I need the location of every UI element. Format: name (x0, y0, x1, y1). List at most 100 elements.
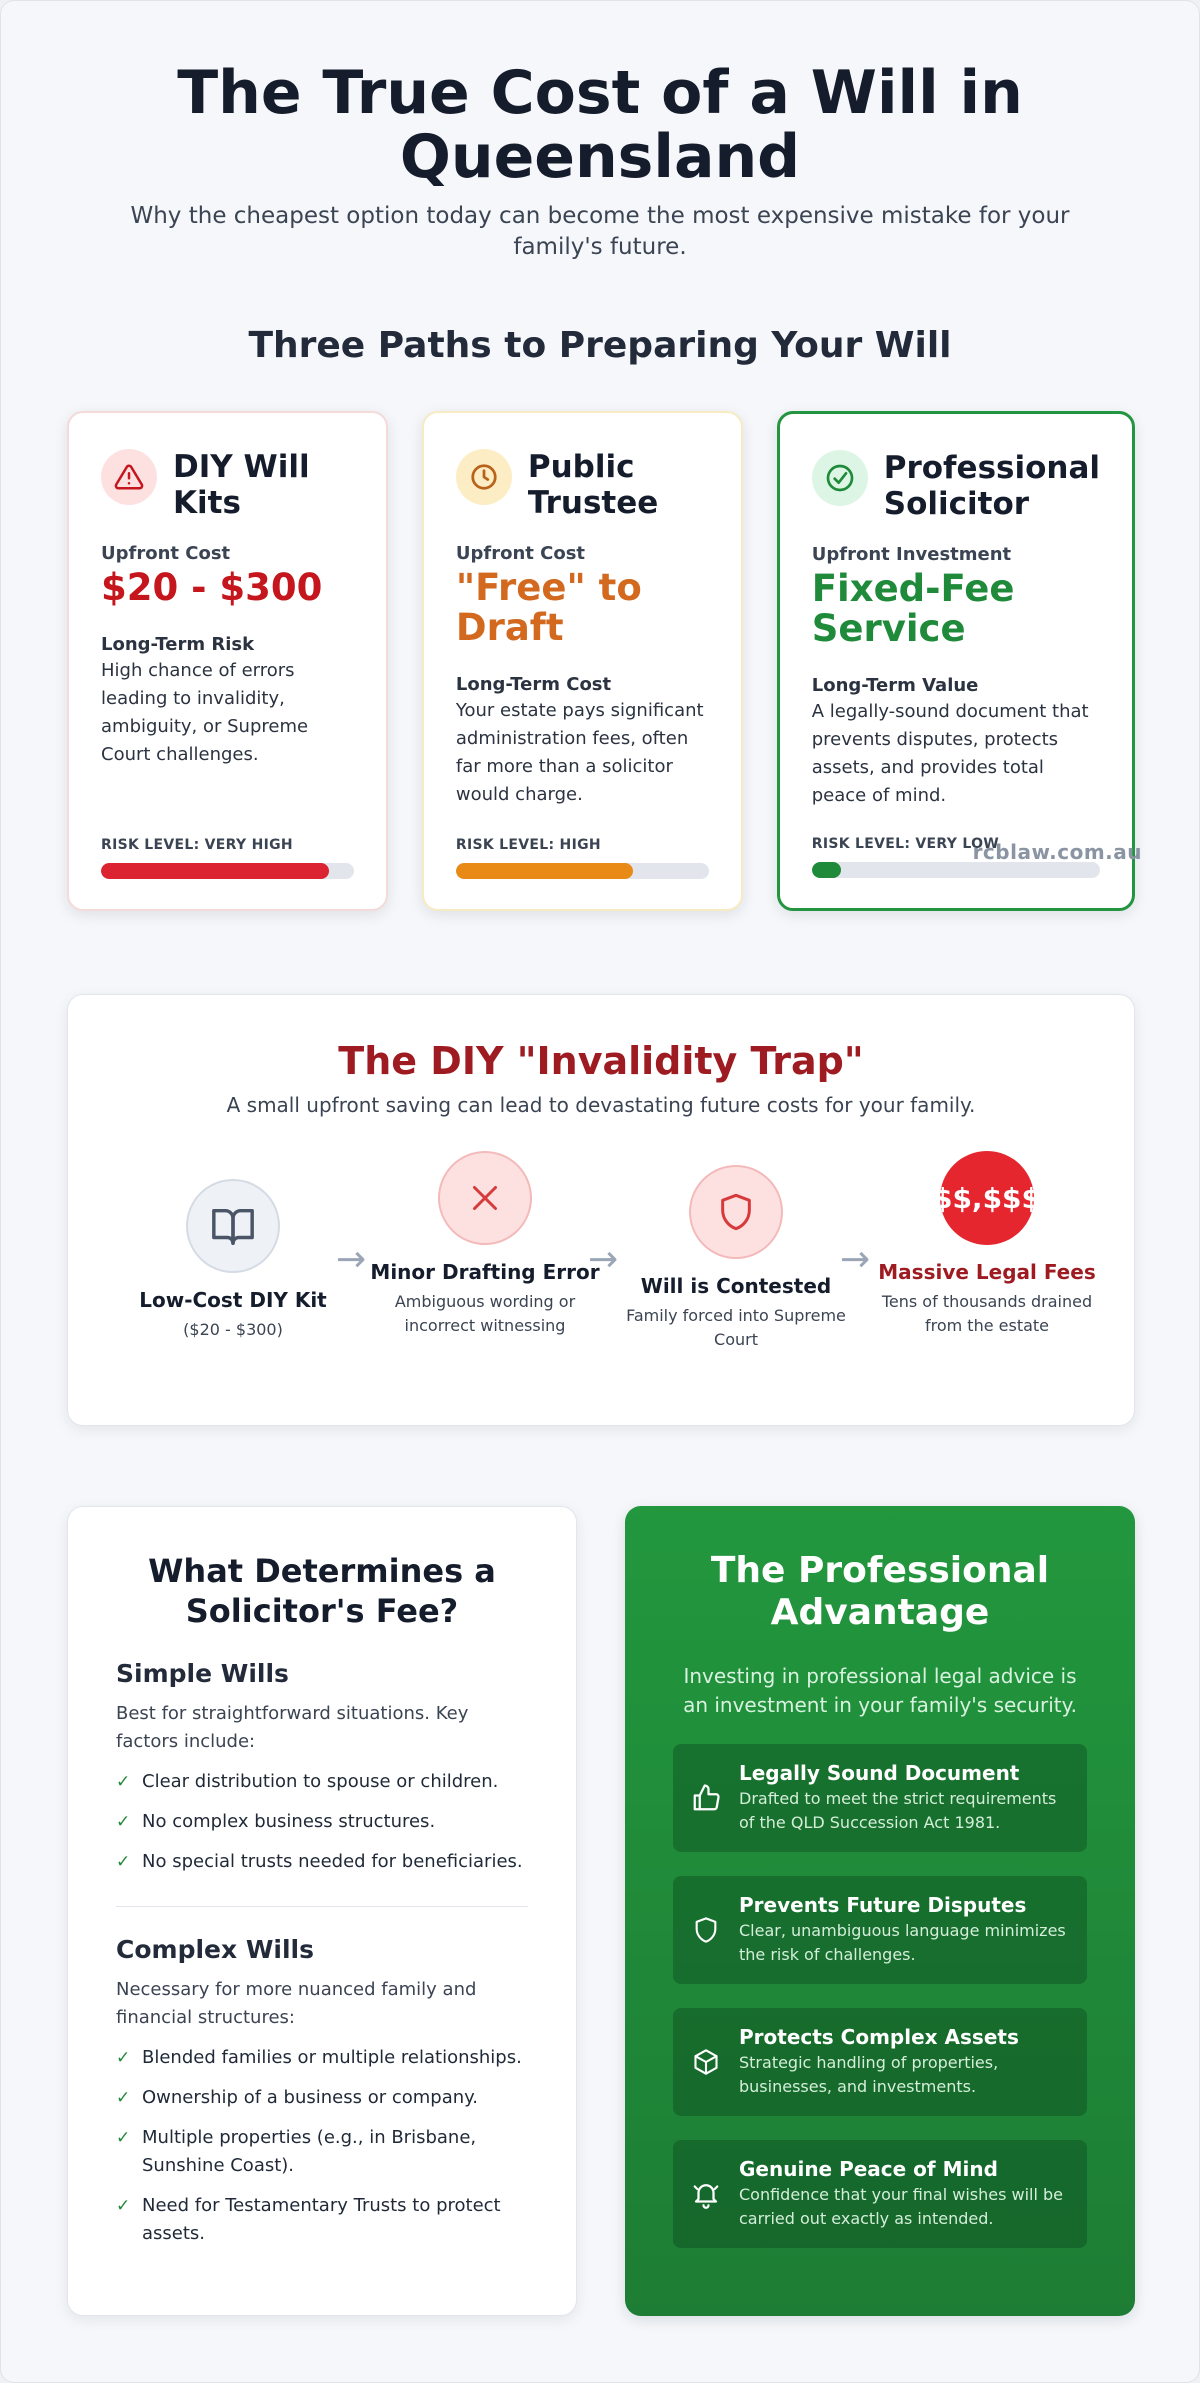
check-icon: ✓ (116, 1812, 131, 1832)
advantage-item: Genuine Peace of Mind Confidence that yo… (673, 2140, 1087, 2248)
advantage-item: Legally Sound Document Drafted to meet t… (673, 1744, 1087, 1852)
step-will-contested: Will is Contested Family forced into Sup… (621, 1165, 851, 1352)
check-icon: ✓ (116, 1772, 131, 1792)
card-title: DIY Will Kits (173, 449, 310, 521)
check-circle-icon (811, 450, 868, 506)
invalidity-trap-panel: The DIY "Invalidity Trap" A small upfron… (67, 994, 1135, 1426)
complex-wills-intro: Necessary for more nuanced family and fi… (116, 1979, 477, 2028)
risk-label: RISK LEVEL: HIGH (455, 837, 601, 853)
complex-wills-list: ✓ Blended families or multiple relationsh… (116, 2044, 528, 2248)
step-low-cost-kit: Low-Cost DIY Kit ($20 - $300) (118, 1179, 348, 1342)
advantage-item-desc: Drafted to meet the strict requirements … (739, 1789, 1057, 1832)
advantage-title: The Professional Advantage (710, 1550, 1050, 1633)
simple-wills-heading: Simple Wills (116, 1659, 289, 1688)
card-title: Public Trustee (527, 449, 659, 521)
risk-bar-fill (455, 863, 633, 879)
risk-bar (101, 863, 354, 879)
solicitor-fee-panel: What Determines a Solicitor's Fee? Simpl… (67, 1506, 577, 2316)
check-icon: ✓ (116, 2196, 131, 2216)
risk-bar (455, 863, 709, 879)
simple-wills-intro: Best for straightforward situations. Key… (116, 1703, 469, 1752)
cost-value: "Free" to Draft (455, 566, 642, 649)
check-icon: ✓ (116, 1852, 131, 1872)
advantage-item-desc: Clear, unambiguous language minimizes th… (739, 1921, 1066, 1964)
advantage-item-title: Prevents Future Disputes (739, 1893, 1027, 1917)
list-item: ✓ No special trusts needed for beneficiar… (116, 1848, 528, 1876)
fees-badge: $$,$$$ (940, 1151, 1034, 1245)
detail-text: Your estate pays significant administrat… (455, 700, 704, 805)
box-icon (689, 2048, 723, 2076)
detail-label: Long-Term Cost (455, 674, 612, 695)
advantage-item-desc: Confidence that your final wishes will b… (739, 2185, 1064, 2228)
shield-icon (689, 1916, 723, 1944)
shield-icon (689, 1165, 783, 1259)
step-title: Will is Contested (640, 1274, 832, 1298)
card-professional-solicitor: Professional Solicitor Upfront Investmen… (776, 411, 1142, 911)
advantage-item-title: Legally Sound Document (739, 1761, 1020, 1785)
step-title: Massive Legal Fees (878, 1260, 1096, 1284)
advantage-item-desc: Strategic handling of properties, busine… (739, 2053, 999, 2096)
x-icon (438, 1151, 532, 1245)
risk-bar (811, 862, 1101, 878)
watermark: rcblaw.com.au (972, 840, 1143, 864)
trap-title: The DIY "Invalidity Trap" (338, 1039, 864, 1083)
hero-header: The True Cost of a Will in Queensland Wh… (1, 1, 1199, 366)
trap-subtitle: A small upfront saving can lead to devas… (226, 1093, 976, 1117)
fees-badge-text: $$,$$$ (940, 1181, 1034, 1215)
cost-label: Upfront Investment (811, 544, 1012, 565)
thumbs-up-icon (689, 1783, 723, 1813)
list-item: ✓ Need for Testamentary Trusts to protect… (116, 2192, 528, 2248)
risk-meter: RISK LEVEL: HIGH (455, 837, 709, 879)
complex-wills-heading: Complex Wills (116, 1935, 314, 1964)
risk-label: RISK LEVEL: VERY LOW (811, 836, 1000, 852)
card-title: Professional Solicitor (883, 450, 1101, 522)
professional-advantage-panel: The Professional Advantage Investing in … (625, 1506, 1135, 2316)
risk-label: RISK LEVEL: VERY HIGH (101, 837, 293, 853)
step-desc: Family forced into Supreme Court (626, 1306, 846, 1349)
advantage-item: Protects Complex Assets Strategic handli… (673, 2008, 1087, 2116)
list-item: ✓ Blended families or multiple relationsh… (116, 2044, 528, 2072)
advantage-item-title: Genuine Peace of Mind (739, 2157, 998, 2181)
cost-label: Upfront Cost (101, 543, 231, 564)
clock-icon (455, 449, 512, 505)
detail-label: Long-Term Risk (101, 634, 255, 655)
step-legal-fees: $$,$$$ Massive Legal Fees Tens of thousa… (872, 1151, 1102, 1338)
detail-label: Long-Term Value (811, 675, 979, 696)
check-icon: ✓ (116, 2088, 131, 2108)
list-item: ✓ Clear distribution to spouse or childre… (116, 1768, 528, 1796)
bell-icon (689, 2179, 723, 2209)
step-title: Minor Drafting Error (370, 1260, 600, 1284)
cost-value: $20 - $300 (101, 566, 323, 609)
card-public-trustee: Public Trustee Upfront Cost "Free" to Dr… (421, 411, 743, 911)
advantage-item: Prevents Future Disputes Clear, unambigu… (673, 1876, 1087, 1984)
risk-bar-fill (811, 862, 841, 878)
list-item: ✓ Multiple properties (e.g., in Brisbane,… (116, 2124, 528, 2180)
book-icon (186, 1179, 280, 1273)
risk-bar-fill (101, 863, 329, 879)
step-desc: Ambiguous wording or incorrect witnessin… (394, 1292, 576, 1335)
fee-title: What Determines a Solicitor's Fee? (148, 1552, 496, 1630)
paths-cards: DIY Will Kits Upfront Cost $20 - $300 Lo… (67, 411, 1142, 911)
page-title: The True Cost of a Will in Queensland (177, 58, 1023, 192)
arrow-icon: → (840, 1239, 871, 1280)
detail-text: High chance of errors leading to invalid… (101, 660, 309, 765)
risk-meter: RISK LEVEL: VERY LOW (811, 836, 1101, 878)
list-item: ✓ Ownership of a business or company. (116, 2084, 528, 2112)
advantage-intro: Investing in professional legal advice i… (683, 1664, 1077, 1717)
simple-wills-list: ✓ Clear distribution to spouse or childre… (116, 1768, 528, 1876)
page-subtitle: Why the cheapest option today can become… (130, 203, 1070, 260)
paths-heading: Three Paths to Preparing Your Will (248, 325, 952, 366)
list-item: ✓ No complex business structures. (116, 1808, 528, 1836)
trap-flow: Low-Cost DIY Kit ($20 - $300) → Minor Dr… (118, 1151, 1096, 1395)
arrow-icon: → (588, 1239, 619, 1280)
detail-text: A legally-sound document that prevents d… (811, 701, 1089, 806)
step-drafting-error: Minor Drafting Error Ambiguous wording o… (370, 1151, 600, 1338)
cost-label: Upfront Cost (455, 543, 586, 564)
check-icon: ✓ (116, 2048, 131, 2068)
step-title: Low-Cost DIY Kit (139, 1288, 327, 1312)
step-desc: ($20 - $300) (183, 1320, 283, 1339)
risk-meter: RISK LEVEL: VERY HIGH (101, 837, 354, 879)
check-icon: ✓ (116, 2128, 131, 2148)
cost-value: Fixed-Fee Service (811, 567, 1015, 650)
